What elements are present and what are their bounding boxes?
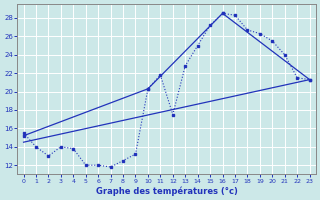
X-axis label: Graphe des températures (°c): Graphe des températures (°c) — [96, 186, 237, 196]
